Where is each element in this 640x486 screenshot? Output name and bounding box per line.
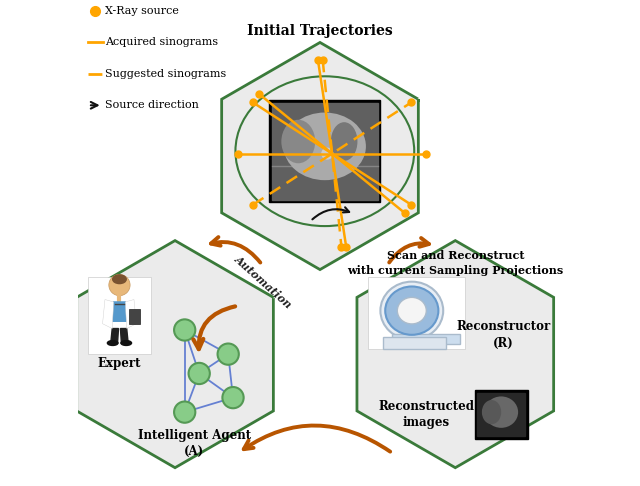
Text: Automation: Automation bbox=[233, 254, 295, 311]
Ellipse shape bbox=[482, 400, 501, 424]
Text: Reconstructed
images: Reconstructed images bbox=[378, 400, 474, 429]
Polygon shape bbox=[77, 241, 273, 468]
Bar bbox=[383, 337, 445, 349]
Circle shape bbox=[109, 275, 130, 295]
Bar bbox=[129, 309, 140, 324]
Ellipse shape bbox=[282, 120, 315, 163]
Polygon shape bbox=[111, 329, 118, 343]
Circle shape bbox=[218, 344, 239, 365]
Circle shape bbox=[189, 363, 210, 384]
Text: Initial Trajectories: Initial Trajectories bbox=[247, 24, 393, 37]
Circle shape bbox=[174, 319, 195, 341]
Ellipse shape bbox=[397, 297, 426, 324]
Ellipse shape bbox=[284, 113, 366, 180]
Bar bbox=[271, 103, 378, 200]
Text: X-Ray source: X-Ray source bbox=[105, 6, 179, 16]
Polygon shape bbox=[102, 299, 114, 329]
Bar bbox=[477, 393, 525, 436]
Text: Suggested sinograms: Suggested sinograms bbox=[105, 69, 226, 79]
Ellipse shape bbox=[121, 341, 132, 346]
Polygon shape bbox=[112, 302, 127, 321]
Ellipse shape bbox=[108, 341, 118, 346]
Text: Reconstructor
(R): Reconstructor (R) bbox=[456, 320, 551, 350]
Bar bbox=[88, 277, 151, 354]
Ellipse shape bbox=[113, 275, 126, 284]
Ellipse shape bbox=[385, 286, 438, 335]
Ellipse shape bbox=[484, 397, 518, 428]
Bar bbox=[475, 390, 528, 439]
Text: Scan and Reconstruct
with current Sampling Projections: Scan and Reconstruct with current Sampli… bbox=[347, 250, 563, 276]
Text: Expert: Expert bbox=[98, 357, 141, 369]
Ellipse shape bbox=[331, 122, 358, 161]
Circle shape bbox=[174, 401, 195, 423]
Ellipse shape bbox=[321, 148, 333, 159]
Text: Source direction: Source direction bbox=[105, 100, 199, 110]
Circle shape bbox=[222, 387, 244, 408]
Polygon shape bbox=[120, 329, 128, 343]
Polygon shape bbox=[357, 241, 554, 468]
Bar bbox=[392, 334, 460, 345]
Polygon shape bbox=[221, 42, 419, 270]
Text: Acquired sinograms: Acquired sinograms bbox=[105, 37, 218, 48]
Polygon shape bbox=[125, 299, 136, 329]
Bar bbox=[269, 101, 380, 202]
Text: Intelligent Agent
(A): Intelligent Agent (A) bbox=[138, 429, 251, 458]
Ellipse shape bbox=[380, 282, 444, 340]
Bar bbox=[369, 277, 465, 349]
